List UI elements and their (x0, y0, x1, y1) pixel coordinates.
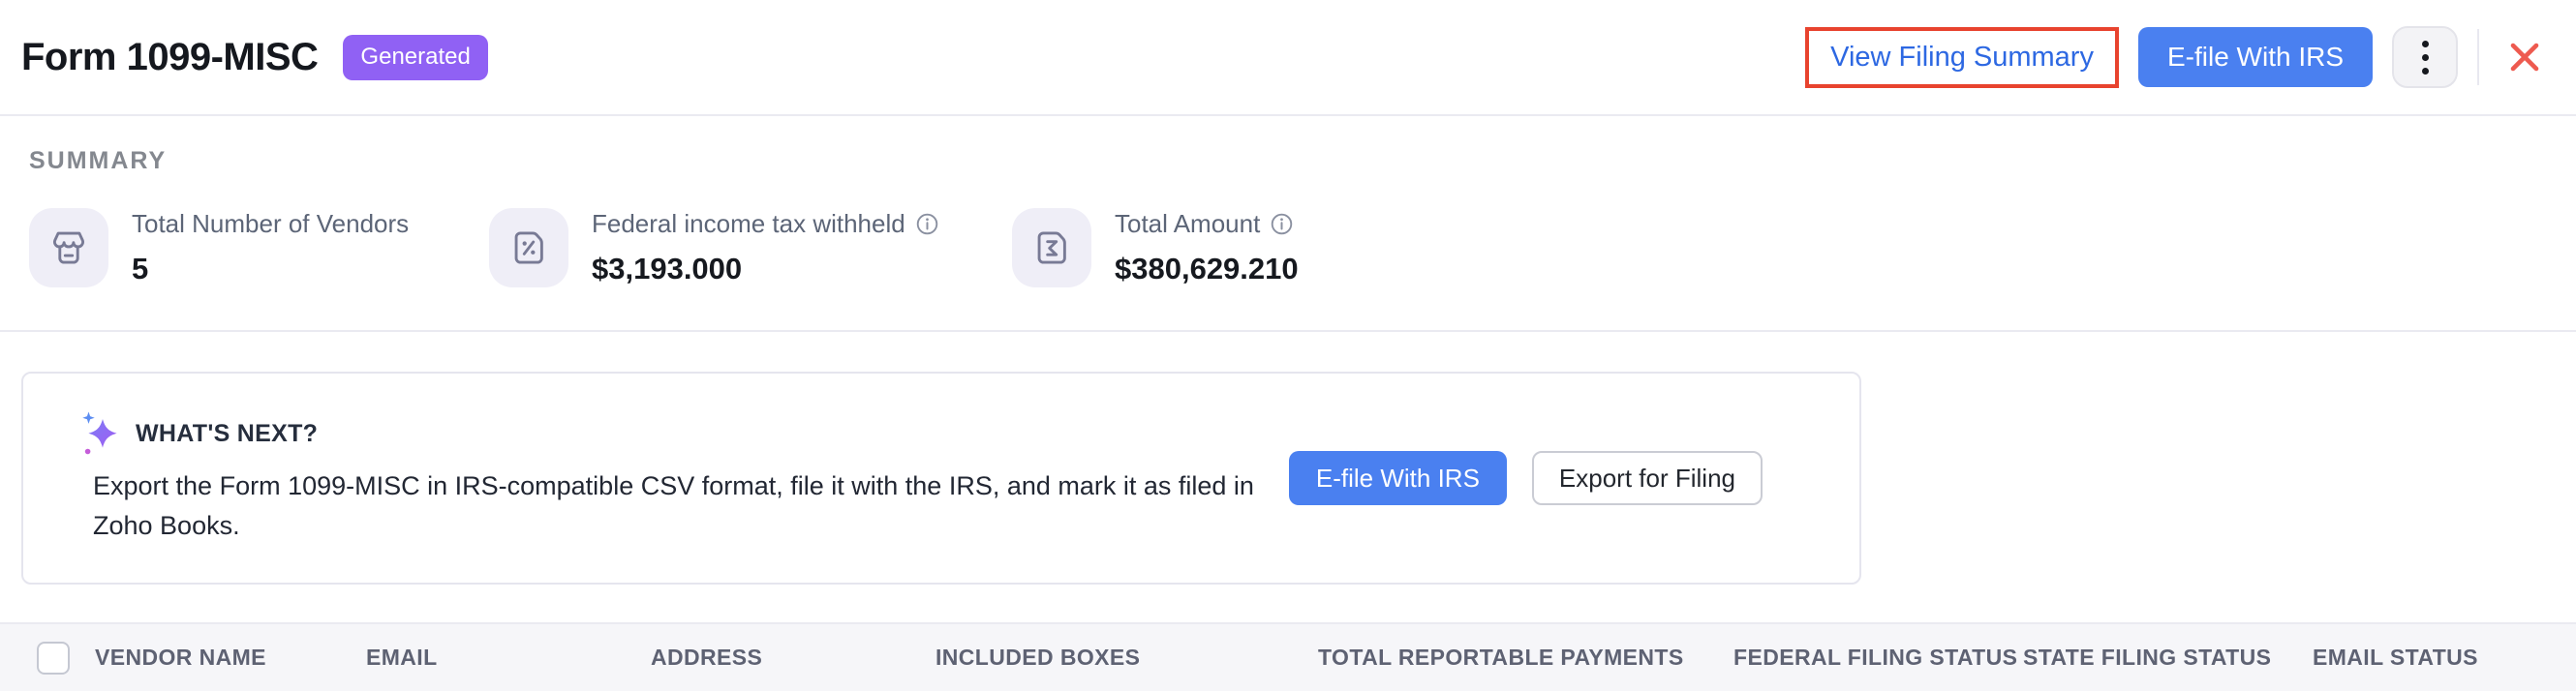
whats-next-description: Export the Form 1099-MISC in IRS-compati… (93, 471, 1254, 540)
header-actions: View Filing Summary E-file With IRS (1805, 26, 2551, 88)
tax-document-percent-icon (489, 208, 568, 287)
annotation-highlight: View Filing Summary (1805, 26, 2119, 88)
whats-next-panel: WHAT'S NEXT? Export the Form 1099-MISC i… (21, 372, 1861, 585)
efile-with-irs-button[interactable]: E-file With IRS (1288, 451, 1507, 505)
card-label: Total Amount (1115, 209, 1261, 238)
summary-cards: Total Number of Vendors 5 Feder (29, 208, 2576, 287)
column-header-federal-filing-status: FEDERAL FILING STATUS (1733, 645, 2018, 670)
efile-with-irs-button[interactable]: E-file With IRS (2137, 27, 2373, 87)
summary-card-total-amount: Total Amount $380,629.210 (1012, 208, 1299, 287)
sparkle-icon (82, 411, 117, 455)
summary-card-vendors: Total Number of Vendors 5 (29, 208, 489, 287)
summary-card-federal-tax: Federal income tax withheld $3,193.000 (489, 208, 1012, 287)
kebab-menu-button[interactable] (2392, 26, 2458, 88)
card-label: Federal income tax withheld (592, 209, 905, 238)
vendor-table-header: VENDOR NAME EMAIL ADDRESS INCLUDED BOXES… (0, 622, 2576, 691)
vertical-divider (2477, 29, 2479, 85)
page-header: Form 1099-MISC Generated View Filing Sum… (0, 0, 2576, 116)
column-header-included-boxes: INCLUDED BOXES (935, 645, 1141, 670)
total-amount-value: $380,629.210 (1115, 252, 1299, 285)
select-all-checkbox[interactable] (37, 641, 70, 675)
column-header-vendor-name: VENDOR NAME (95, 645, 266, 670)
vendors-count-value: 5 (132, 252, 149, 285)
federal-tax-value: $3,193.000 (592, 252, 743, 285)
column-header-state-filing-status: STATE FILING STATUS (2023, 645, 2272, 670)
summary-section: SUMMARY Total Number of Vendors 5 (0, 116, 2576, 332)
column-header-email-status: EMAIL STATUS (2313, 645, 2478, 670)
whats-next-heading: WHAT'S NEXT? (136, 419, 319, 447)
column-header-email: EMAIL (366, 645, 438, 670)
summary-heading: SUMMARY (29, 147, 168, 174)
info-icon[interactable] (915, 212, 939, 236)
page-title: Form 1099-MISC (21, 35, 319, 78)
export-for-filing-button[interactable]: Export for Filing (1531, 451, 1763, 505)
view-filing-summary-link[interactable]: View Filing Summary (1830, 41, 2094, 73)
info-icon[interactable] (1270, 212, 1294, 236)
close-x-icon (2510, 43, 2539, 72)
whats-next-actions: E-file With IRS Export for Filing (1288, 451, 1763, 505)
close-button[interactable] (2499, 37, 2551, 77)
storefront-icon (29, 208, 108, 287)
status-badge: Generated (343, 34, 488, 80)
column-header-address: ADDRESS (651, 645, 763, 670)
kebab-menu-icon (2421, 40, 2429, 47)
column-header-total-reportable-payments: TOTAL REPORTABLE PAYMENTS (1318, 645, 1684, 670)
sigma-document-icon (1012, 208, 1091, 287)
card-label: Total Number of Vendors (132, 209, 410, 238)
